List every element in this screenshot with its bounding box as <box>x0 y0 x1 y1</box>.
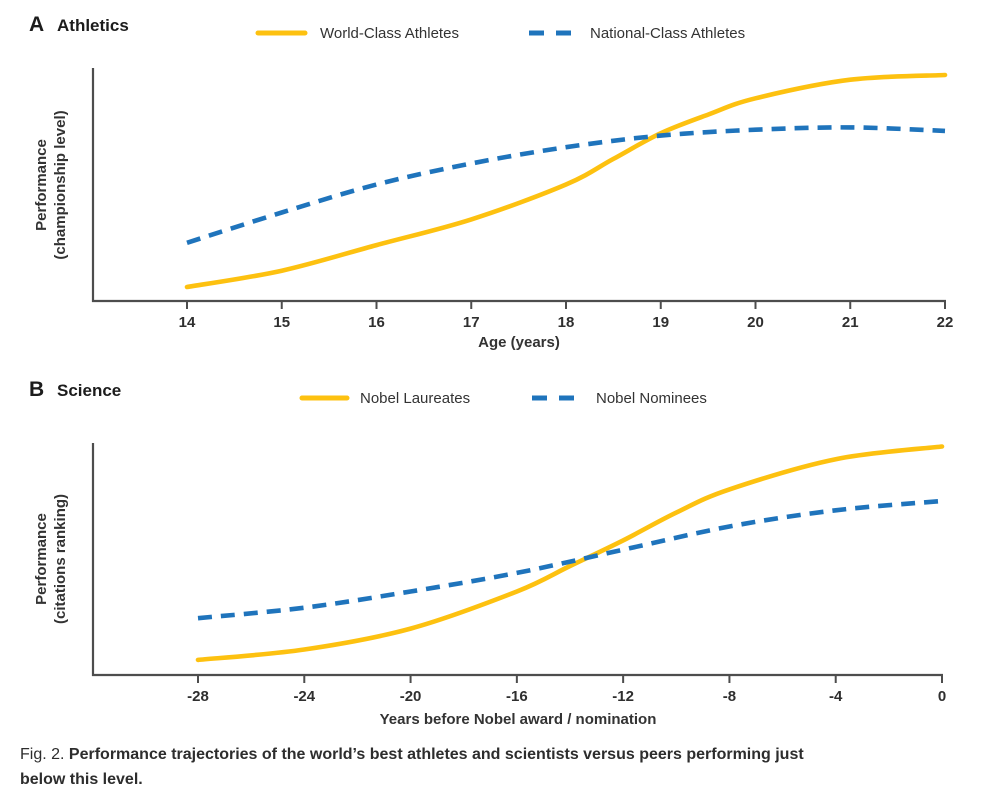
x-tick-label: -4 <box>829 688 843 705</box>
panel-b-curve-group <box>195 444 945 663</box>
national-class-athletes-curve <box>186 125 946 245</box>
x-tick-label: -20 <box>400 688 422 705</box>
panel-b-title: Science <box>57 381 122 400</box>
panel-a-letter: A <box>29 13 45 36</box>
nobel-laureates-curve <box>195 444 945 663</box>
world-class-athletes-curve <box>184 72 948 290</box>
x-tick-label: 20 <box>747 314 764 331</box>
x-tick-label: -16 <box>506 688 528 705</box>
panel-a-curve-group <box>184 72 948 290</box>
panel-b-y-axis-title-line1: Performance <box>33 513 50 605</box>
legend-label-world-class: World-Class Athletes <box>320 25 459 42</box>
figure-caption: Fig. 2. Performance trajectories of the … <box>20 742 985 792</box>
panel-b-tick-group: -28 -24 -20 -16 -12 -8 -4 0 <box>187 675 946 705</box>
caption-bold-line2: below this level. <box>20 771 143 788</box>
x-tick-label: -28 <box>187 688 209 705</box>
caption-bold-line1: Performance trajectories of the world’s … <box>68 746 804 763</box>
panel-b-y-axis-title-line2: (citations ranking) <box>52 494 69 624</box>
x-tick-label: 14 <box>179 314 196 331</box>
x-tick-label: 17 <box>463 314 480 331</box>
x-tick-label: -8 <box>723 688 736 705</box>
x-tick-label: -12 <box>612 688 634 705</box>
nobel-nominees-curve <box>197 498 943 621</box>
legend-label-nobel-laureates: Nobel Laureates <box>360 390 471 407</box>
x-tick-label: 15 <box>273 314 290 331</box>
x-tick-label: 16 <box>368 314 385 331</box>
panel-b-letter: B <box>29 378 45 401</box>
x-tick-label: 18 <box>558 314 575 331</box>
x-tick-label: -24 <box>293 688 315 705</box>
legend-label-nobel-nominees: Nobel Nominees <box>596 390 707 407</box>
x-tick-label: 21 <box>842 314 859 331</box>
panel-b-x-axis-title: Years before Nobel award / nomination <box>380 711 657 728</box>
two-panel-line-chart: 14 15 16 17 18 19 20 21 22 Age (years) Performan… <box>33 30 954 728</box>
panel-a-y-axis-title-line2: (championship level) <box>52 110 69 259</box>
x-tick-label: 0 <box>938 688 946 705</box>
panel-a-tick-group: 14 15 16 17 18 19 20 21 22 <box>179 301 954 331</box>
x-tick-label: 19 <box>652 314 669 331</box>
panel-a-title: Athletics <box>57 16 129 35</box>
x-tick-label: 22 <box>937 314 954 331</box>
caption-prefix: Fig. 2. <box>20 746 65 763</box>
legend-label-national-class: National-Class Athletes <box>590 25 746 42</box>
caption-line1: Fig. 2. Performance trajectories of the … <box>20 746 804 763</box>
panel-a-y-axis-title-line1: Performance <box>33 139 50 231</box>
panel-a-x-axis-title: Age (years) <box>478 334 560 351</box>
